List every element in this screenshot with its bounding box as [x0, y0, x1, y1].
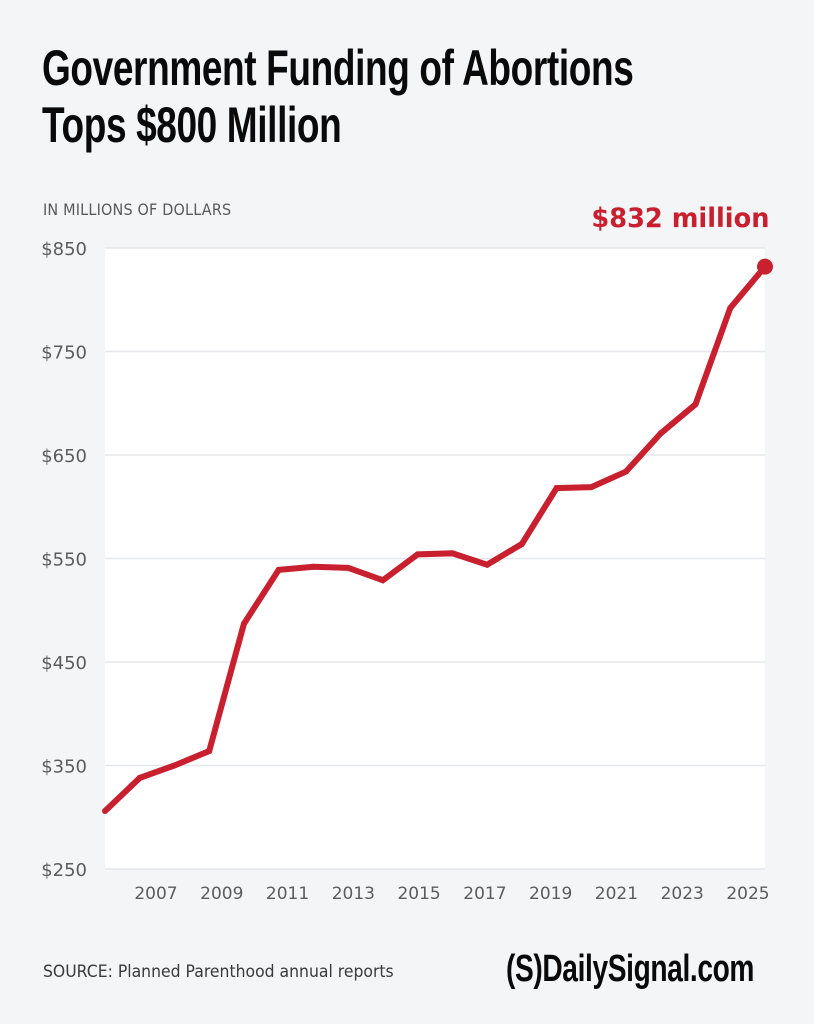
x-axis: 2007 2009 2011 2013 2015 2017 2019 2021 2023 2025	[134, 884, 769, 904]
data-point-2009	[206, 748, 213, 755]
x-tick-label: 2007	[134, 884, 177, 904]
y-axis: $250 $350 $450 $550 $650 $750 $850	[41, 239, 87, 881]
x-tick-label: 2013	[332, 884, 375, 904]
data-point-2020	[588, 484, 595, 491]
chart-title: Government Funding of Abortions Tops $80…	[42, 40, 634, 154]
y-tick-label: $750	[41, 343, 87, 364]
y-tick-label: $650	[41, 446, 87, 467]
data-point-2017	[484, 561, 491, 568]
end-point-marker	[757, 258, 773, 275]
data-point-2018	[518, 541, 525, 548]
units-label: IN MILLIONS OF DOLLARS	[43, 200, 232, 219]
title-line-1: Government Funding of Abortions	[42, 40, 634, 96]
y-tick-label: $450	[41, 653, 87, 674]
data-point-2007	[136, 774, 143, 781]
data-point-2006	[102, 808, 108, 815]
y-tick-label: $350	[41, 757, 87, 778]
data-point-2021	[623, 468, 630, 475]
data-point-2012	[310, 563, 317, 570]
data-point-2023	[692, 401, 699, 408]
title-line-2: Tops $800 Million	[42, 97, 342, 153]
data-point-2015	[414, 551, 421, 558]
data-point-2011	[275, 566, 282, 573]
data-point-2019	[553, 485, 560, 492]
y-tick-label: $850	[41, 239, 87, 260]
series-line	[102, 264, 768, 814]
data-point-2022	[657, 430, 664, 437]
data-point-2013	[345, 564, 352, 571]
brand-logo: (S)DailySignal.com	[506, 948, 755, 990]
x-tick-label: 2011	[266, 884, 309, 904]
data-point-2016	[449, 550, 456, 557]
gridlines	[105, 247, 765, 870]
data-point-2008	[171, 762, 178, 769]
x-tick-label: 2023	[661, 884, 704, 904]
x-tick-label: 2017	[463, 884, 506, 904]
y-tick-label: $550	[41, 550, 87, 571]
end-value-callout: $832 million	[590, 203, 769, 234]
x-tick-label: 2015	[397, 884, 440, 904]
x-tick-label: 2019	[529, 884, 572, 904]
series-group	[102, 258, 773, 815]
source-note: SOURCE: Planned Parenthood annual report…	[43, 962, 394, 982]
x-tick-label: 2021	[595, 884, 638, 904]
data-point-2024	[727, 305, 734, 312]
x-tick-label: 2009	[200, 884, 243, 904]
data-point-2014	[379, 577, 386, 584]
data-point-2010	[240, 620, 247, 627]
x-tick-label: 2025	[726, 884, 769, 904]
y-tick-label: $250	[41, 860, 87, 881]
